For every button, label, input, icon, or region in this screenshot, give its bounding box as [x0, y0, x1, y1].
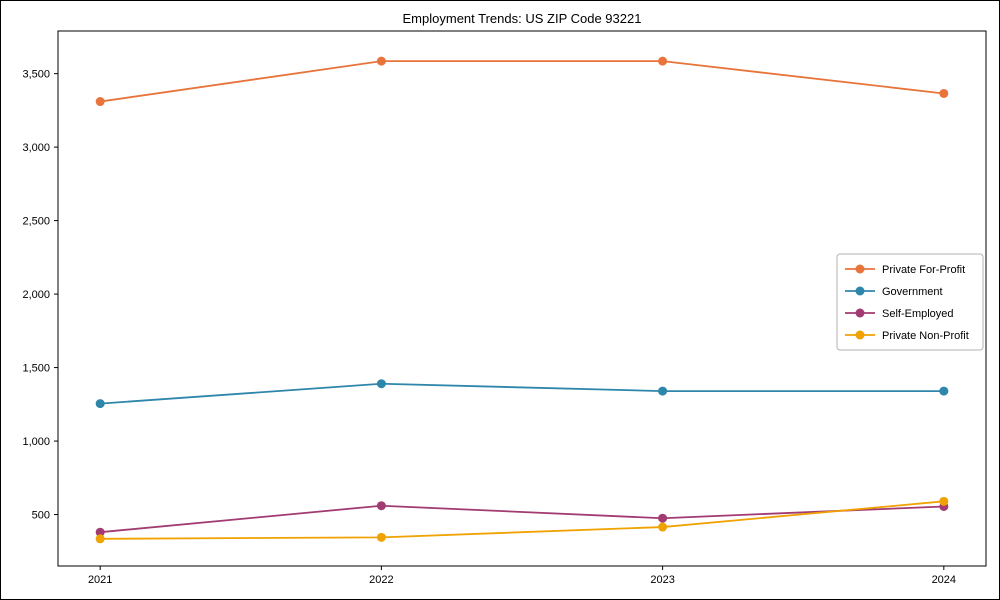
- y-tick-label: 1,000: [22, 436, 50, 448]
- legend-label: Private Non-Profit: [882, 330, 969, 342]
- chart-title: Employment Trends: US ZIP Code 93221: [402, 11, 642, 26]
- data-point: [939, 88, 949, 98]
- data-point: [376, 56, 386, 66]
- legend-swatch-marker: [855, 264, 865, 274]
- legend-swatch-marker: [855, 286, 865, 296]
- data-point: [95, 527, 105, 537]
- data-point: [658, 386, 668, 396]
- data-point: [376, 379, 386, 389]
- y-tick-label: 1,500: [22, 363, 50, 375]
- data-point: [95, 534, 105, 544]
- data-point: [95, 399, 105, 409]
- legend-swatch-marker: [855, 330, 865, 340]
- data-point: [939, 386, 949, 396]
- x-tick-label: 2021: [88, 574, 112, 586]
- legend-label: Government: [882, 286, 943, 298]
- x-tick-label: 2022: [369, 574, 393, 586]
- legend-label: Self-Employed: [882, 308, 954, 320]
- axes-box: [57, 30, 987, 567]
- data-point: [658, 522, 668, 532]
- y-tick-label: 2,500: [22, 216, 50, 228]
- y-tick-label: 3,000: [22, 142, 50, 154]
- data-point: [95, 97, 105, 107]
- data-point: [376, 501, 386, 511]
- legend-swatch-marker: [855, 308, 865, 318]
- data-point: [658, 513, 668, 523]
- x-tick-label: 2023: [650, 574, 674, 586]
- y-tick-label: 2,000: [22, 289, 50, 301]
- series-line-government: [100, 382, 944, 405]
- y-tick-label: 3,500: [22, 69, 50, 81]
- x-tick-label: 2024: [932, 574, 956, 586]
- data-point: [658, 56, 668, 66]
- y-tick-label: 500: [32, 510, 50, 522]
- series-line-private-for-profit: [100, 60, 944, 103]
- data-point: [376, 532, 386, 542]
- data-point: [939, 496, 949, 506]
- series-line-self-employed: [100, 504, 944, 534]
- legend-box: [836, 253, 984, 351]
- series-line-private-non-profit: [100, 500, 944, 540]
- legend-label: Private For-Profit: [882, 264, 965, 276]
